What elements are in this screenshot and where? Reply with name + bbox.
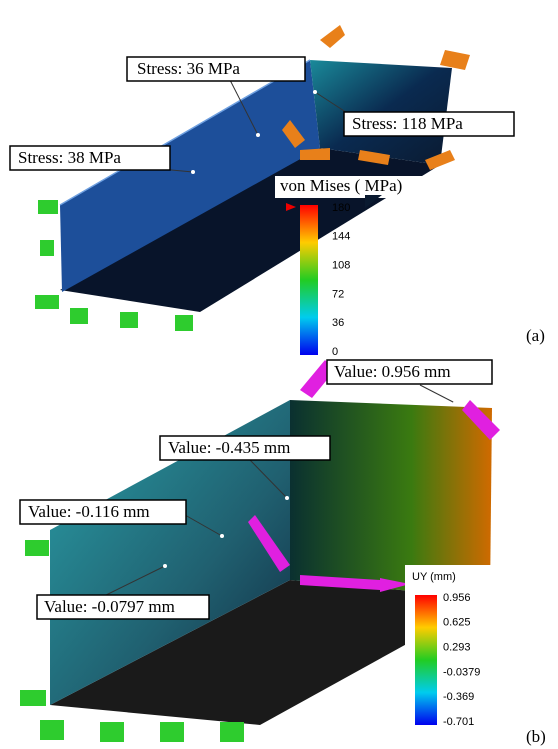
legend-tick: 0.956 bbox=[443, 592, 471, 604]
legend-tick: 72 bbox=[332, 288, 344, 300]
annotation: Stress: 118 MPa bbox=[352, 114, 463, 133]
panel-label: (a) bbox=[526, 326, 545, 345]
figure: Stress: 36 MPa Stress: 118 MPa Stress: 3… bbox=[0, 0, 558, 749]
annotation: Stress: 38 MPa bbox=[18, 148, 121, 167]
legend-tick: -0.0379 bbox=[443, 666, 480, 678]
legend-tick: 0 bbox=[332, 346, 338, 358]
annotation: Value: -0.116 mm bbox=[28, 502, 150, 521]
legend-tick: 144 bbox=[332, 231, 350, 243]
annotation: Value: 0.956 mm bbox=[334, 362, 451, 381]
legend-title: UY (mm) bbox=[412, 571, 456, 583]
panel-label: (b) bbox=[526, 727, 546, 746]
colorbar bbox=[415, 595, 437, 725]
colorbar bbox=[300, 205, 318, 355]
legend-tick: 180 bbox=[332, 202, 350, 214]
annotation: Value: -0.435 mm bbox=[168, 438, 290, 457]
page: Stress: 36 MPa Stress: 118 MPa Stress: 3… bbox=[0, 0, 558, 749]
legend-tick: -0.369 bbox=[443, 691, 474, 703]
legend-tick: 108 bbox=[332, 260, 350, 272]
legend-tick: 0.625 bbox=[443, 617, 471, 629]
legend-tick: 36 bbox=[332, 317, 344, 329]
legend-title: von Mises ( MPa) bbox=[280, 176, 402, 195]
legend-tick: 0.293 bbox=[443, 642, 471, 654]
annotation: Stress: 36 MPa bbox=[137, 59, 240, 78]
annotation: Value: -0.0797 mm bbox=[44, 597, 175, 616]
legend-tick: -0.701 bbox=[443, 716, 474, 728]
